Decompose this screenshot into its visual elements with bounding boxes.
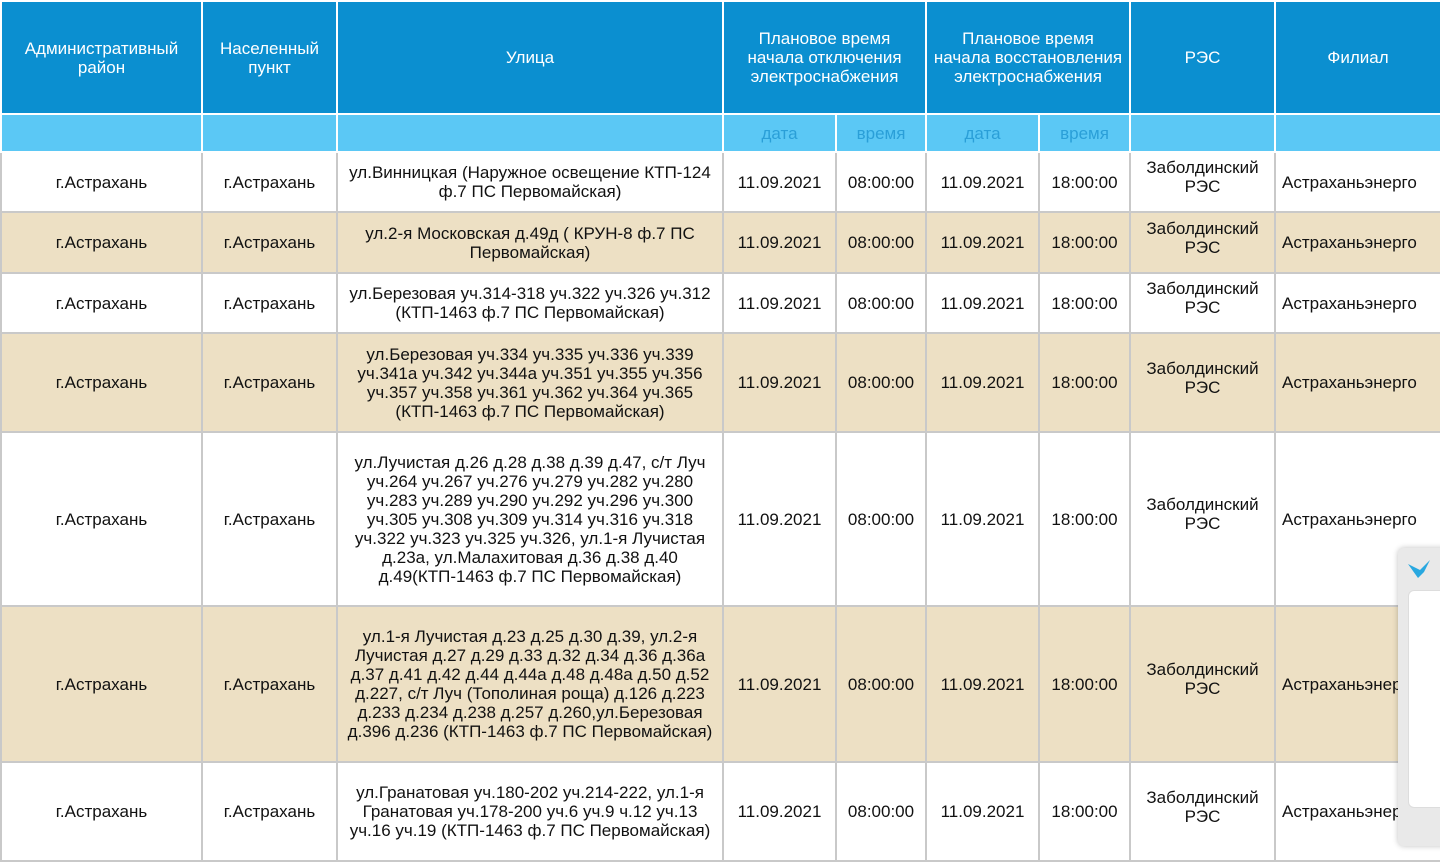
table-body: г.Астрахань г.Астрахань ул.Винницкая (Нару… (0, 151, 1440, 862)
table-cell: г.Астрахань (201, 211, 338, 274)
table-cell: Заболдинский РЭС (1129, 211, 1277, 274)
table-cell: 08:00:00 (835, 605, 927, 763)
table-cell: г.Астрахань (201, 151, 338, 213)
table-cell: 08:00:00 (835, 431, 927, 607)
table-cell: 11.09.2021 (722, 605, 837, 763)
table-cell: 11.09.2021 (925, 431, 1040, 607)
table-row: г.Астрахань г.Астрахань ул.Березовая уч.33… (0, 332, 1440, 433)
table-cell: Заболдинский РЭС (1129, 761, 1277, 862)
table-cell: 18:00:00 (1037, 761, 1132, 862)
subheader-cell: дата (722, 113, 837, 153)
table-cell: 11.09.2021 (722, 761, 837, 862)
table-row: г.Астрахань г.Астрахань ул.Березовая уч.31… (0, 272, 1440, 334)
widget-icon (1408, 560, 1430, 578)
table-cell: 11.09.2021 (925, 211, 1040, 274)
table-cell: 18:00:00 (1037, 332, 1132, 433)
table-cell: Заболдинский РЭС (1129, 605, 1277, 763)
table-cell: 08:00:00 (835, 211, 927, 274)
table-cell: г.Астрахань (0, 431, 203, 607)
table-row: г.Астрахань г.Астрахань ул.Винницкая (Нару… (0, 151, 1440, 213)
table-cell: ул.Березовая уч.334 уч.335 уч.336 уч.339… (336, 332, 724, 433)
table-cell: 11.09.2021 (722, 272, 837, 334)
table-head: Административный район Населенный пункт Ул… (0, 0, 1440, 153)
table-cell: 11.09.2021 (722, 431, 837, 607)
table-cell: 11.09.2021 (925, 272, 1040, 334)
table-cell: 08:00:00 (835, 272, 927, 334)
subheader-empty (201, 113, 338, 153)
table-row: г.Астрахань г.Астрахань ул.1-я Лучистая д.… (0, 605, 1440, 763)
table-cell: г.Астрахань (0, 605, 203, 763)
table-cell: ул.Березовая уч.314-318 уч.322 уч.326 уч… (336, 272, 724, 334)
table-cell: 18:00:00 (1037, 151, 1132, 213)
table-cell: 11.09.2021 (722, 332, 837, 433)
table-cell: Заболдинский РЭС (1129, 272, 1277, 334)
table-row: г.Астрахань г.Астрахань ул.2-я Московская … (0, 211, 1440, 274)
table-cell: 08:00:00 (835, 761, 927, 862)
table-cell: ул.2-я Московская д.49д ( КРУН-8 ф.7 ПС … (336, 211, 724, 274)
subheader-cell: время (1037, 113, 1132, 153)
widget-panel (1408, 590, 1440, 808)
header-cell: Административный район (0, 0, 203, 115)
subheader-cell: время (835, 113, 927, 153)
table-cell: ул.Лучистая д.26 д.28 д.38 д.39 д.47, с/… (336, 431, 724, 607)
subheader-empty (1129, 113, 1277, 153)
table-cell: Заболдинский РЭС (1129, 431, 1277, 607)
table-cell: 08:00:00 (835, 151, 927, 213)
table-cell: 11.09.2021 (925, 332, 1040, 433)
table-cell: Заболдинский РЭС (1129, 151, 1277, 213)
table-cell: г.Астрахань (201, 605, 338, 763)
table-cell: 18:00:00 (1037, 211, 1132, 274)
table-cell: ул.1-я Лучистая д.23 д.25 д.30 д.39, ул.… (336, 605, 724, 763)
header-cell: РЭС (1129, 0, 1277, 115)
chat-widget[interactable] (1398, 548, 1440, 846)
table-row: г.Астрахань г.Астрахань ул.Лучистая д.26 д… (0, 431, 1440, 607)
subheader-empty (1274, 113, 1440, 153)
subheader-row: дата время дата время (0, 113, 1440, 153)
table-cell: 11.09.2021 (925, 605, 1040, 763)
header-cell: Плановое время начала восстановления эле… (924, 0, 1132, 115)
table-cell: 18:00:00 (1037, 272, 1132, 334)
table-cell: г.Астрахань (0, 151, 203, 213)
table-cell: Астраханьэнерго (1274, 272, 1440, 334)
table-cell: Астраханьэнерго (1274, 211, 1440, 274)
table-cell: г.Астрахань (0, 272, 203, 334)
table-cell: г.Астрахань (0, 761, 203, 862)
table-cell: ул.Гранатовая уч.180-202 уч.214-222, ул.… (336, 761, 724, 862)
table-cell: 08:00:00 (835, 332, 927, 433)
table-cell: 11.09.2021 (722, 151, 837, 213)
table-cell: 18:00:00 (1037, 431, 1132, 607)
table-cell: 11.09.2021 (925, 761, 1040, 862)
table-cell: Астраханьэнерго (1274, 431, 1440, 607)
subheader-empty (336, 113, 724, 153)
table-cell: г.Астрахань (201, 431, 338, 607)
table-cell: Астраханьэнерго (1274, 332, 1440, 433)
table-cell: г.Астрахань (201, 272, 338, 334)
header-cell: Населенный пункт (201, 0, 338, 115)
table-cell: 18:00:00 (1037, 605, 1132, 763)
table-cell: 11.09.2021 (722, 211, 837, 274)
table-cell: 11.09.2021 (925, 151, 1040, 213)
table-cell: г.Астрахань (201, 332, 338, 433)
subheader-cell: дата (925, 113, 1040, 153)
table-cell: г.Астрахань (201, 761, 338, 862)
header-cell: Улица (336, 0, 724, 115)
table-row: г.Астрахань г.Астрахань ул.Гранатовая уч.1… (0, 761, 1440, 862)
header-cell: Филиал (1274, 0, 1440, 115)
table-cell: Заболдинский РЭС (1129, 332, 1277, 433)
subheader-empty (0, 113, 203, 153)
table-cell: г.Астрахань (0, 332, 203, 433)
header-row: Административный район Населенный пункт Ул… (0, 0, 1440, 115)
table-cell: Астраханьэнерго (1274, 151, 1440, 213)
header-cell: Плановое время начала отключения электро… (722, 0, 927, 115)
table-cell: ул.Винницкая (Наружное освещение КТП-124… (336, 151, 724, 213)
table-cell: г.Астрахань (0, 211, 203, 274)
